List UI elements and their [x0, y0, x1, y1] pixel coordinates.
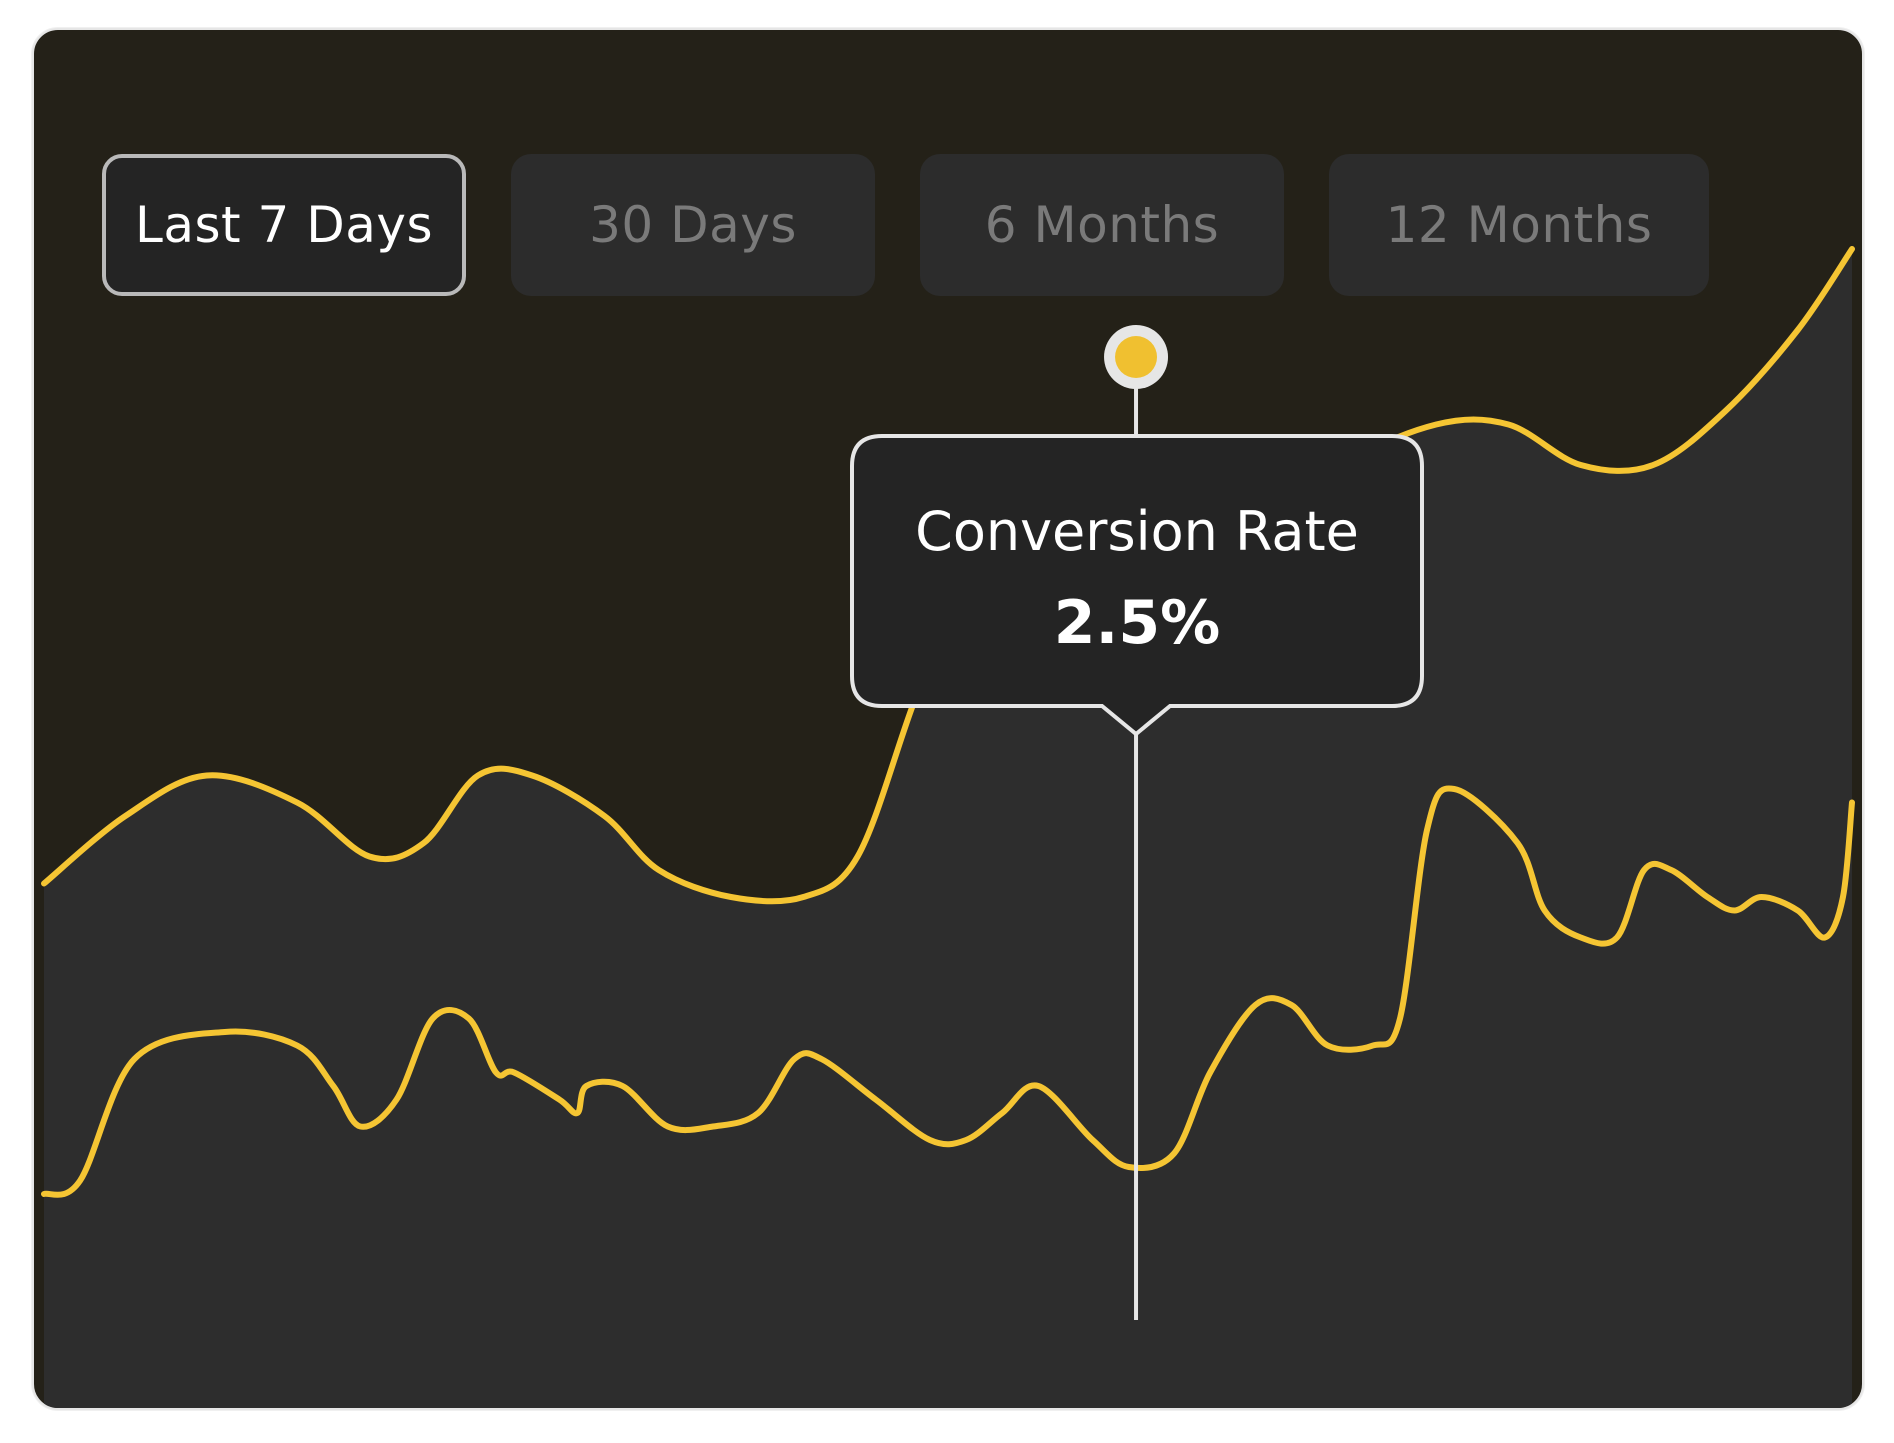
- highlight-marker[interactable]: [1115, 336, 1158, 378]
- tooltip-box: [850, 434, 1424, 737]
- tab-30-days[interactable]: 30 Days: [511, 154, 875, 296]
- tab-6-months[interactable]: 6 Months: [920, 154, 1284, 296]
- tab-last-7-days[interactable]: Last 7 Days: [102, 154, 466, 296]
- range-tabs: Last 7 Days 30 Days 6 Months 12 Months: [102, 154, 1709, 296]
- series-layer: [41, 246, 1855, 1408]
- chart-card: Last 7 Days 30 Days 6 Months 12 Months C…: [32, 28, 1864, 1410]
- area-chart: [41, 246, 1855, 1408]
- series-line-2: [41, 785, 1855, 1198]
- series-area: [44, 249, 1852, 1408]
- tab-12-months[interactable]: 12 Months: [1329, 154, 1709, 296]
